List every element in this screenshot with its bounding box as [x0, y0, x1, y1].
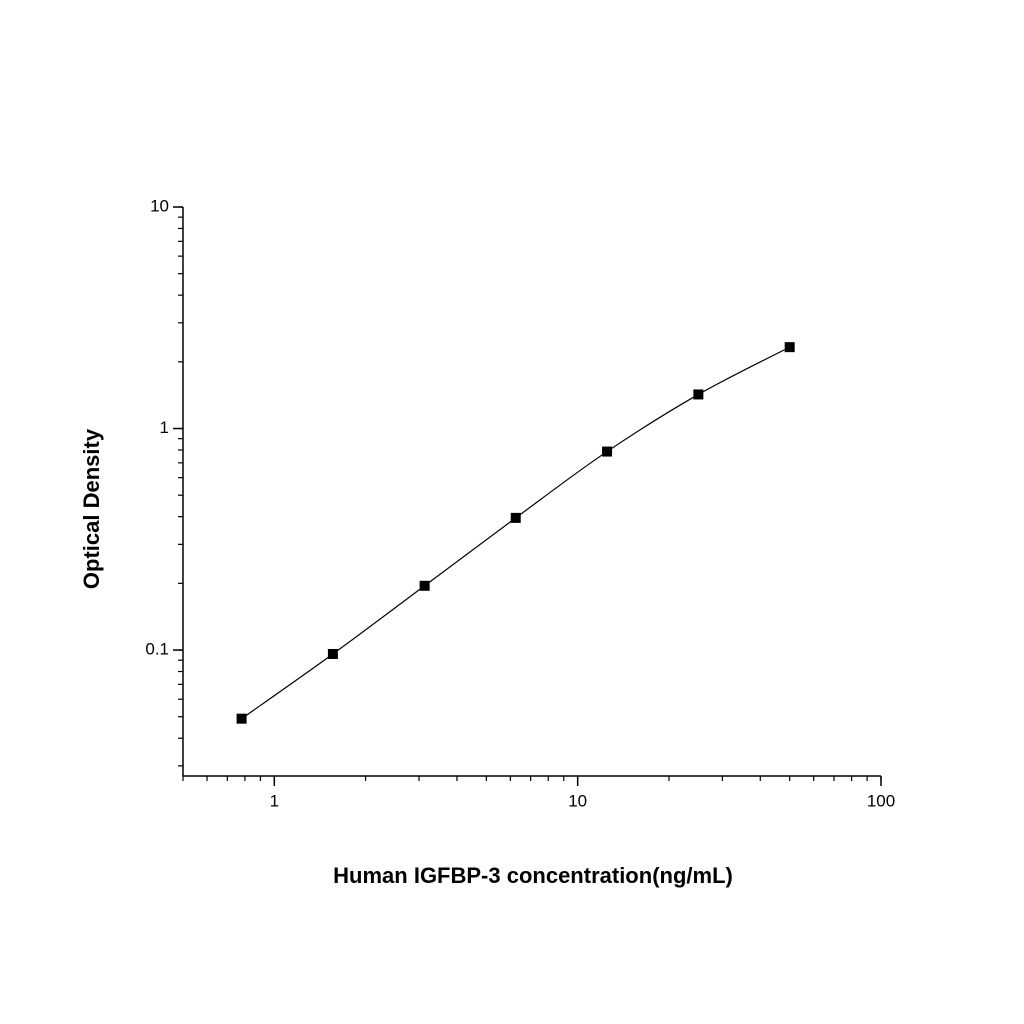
x-tick-label: 10 — [568, 791, 587, 810]
x-axis-title: Human IGFBP-3 concentration(ng/mL) — [333, 863, 733, 888]
y-tick-label: 1 — [160, 418, 169, 437]
data-point — [784, 342, 795, 353]
y-axis-title: Optical Density — [79, 428, 104, 589]
data-point — [327, 648, 338, 659]
x-tick-label: 1 — [270, 791, 279, 810]
fit-curve — [241, 346, 790, 720]
y-tick-label: 0.1 — [145, 640, 169, 659]
y-tick-label: 10 — [150, 196, 169, 215]
x-tick-label: 100 — [867, 791, 895, 810]
data-point — [510, 512, 521, 523]
data-point — [419, 580, 430, 591]
data-point — [602, 446, 613, 457]
data-point — [693, 389, 704, 400]
data-point — [236, 713, 247, 724]
